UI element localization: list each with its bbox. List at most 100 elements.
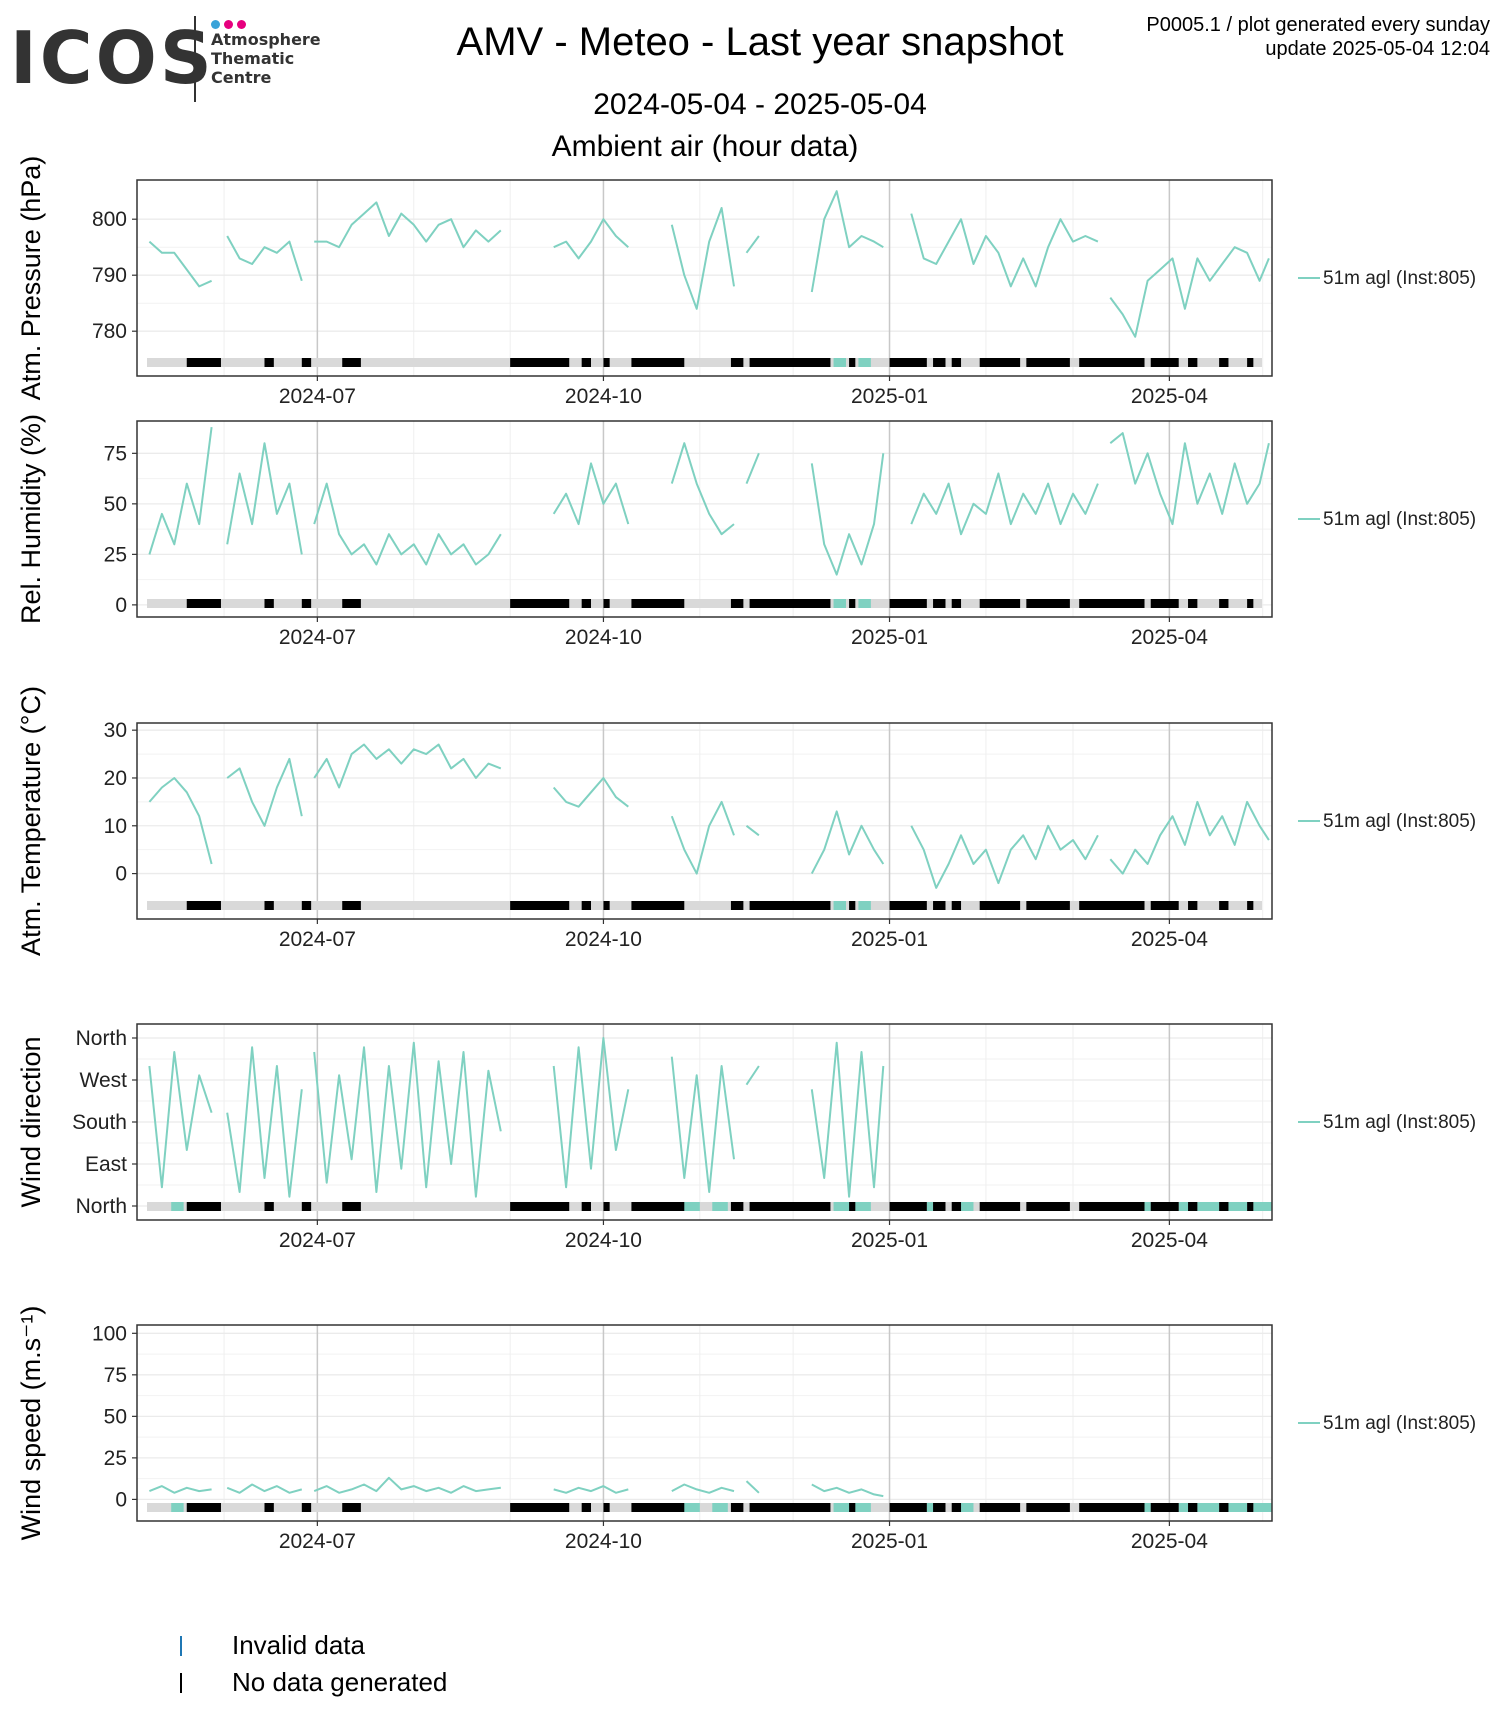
- date-range: 2024-05-04 - 2025-05-04: [593, 88, 927, 121]
- no-data-block: [730, 1503, 744, 1512]
- no-data-block: [1188, 358, 1198, 367]
- x-tick-label: 2024-10: [565, 928, 642, 951]
- y-tick-label: East: [85, 1153, 127, 1176]
- plot-frame: [136, 420, 1273, 618]
- availability-strip: [147, 901, 1262, 910]
- no-data-block: [1188, 1503, 1198, 1512]
- no-data-block: [510, 1503, 570, 1512]
- invalid-data-block: [961, 1503, 974, 1512]
- y-tick-label: 30: [104, 719, 127, 742]
- no-data-block: [889, 901, 927, 910]
- invalid-data-block: [1253, 1503, 1272, 1512]
- invalid-data-block: [1228, 1202, 1248, 1211]
- series-line: [745, 1065, 760, 1086]
- series-line: [226, 757, 303, 827]
- no-data-block: [581, 901, 591, 910]
- y-tick-label: 0: [115, 863, 127, 886]
- no-data-block: [1026, 901, 1070, 910]
- no-data-block: [849, 901, 856, 910]
- series-line: [148, 1051, 213, 1189]
- no-data-block: [1247, 901, 1254, 910]
- legend-label: 51m agl (Inst:805): [1323, 1112, 1476, 1133]
- no-data-block: [186, 358, 221, 367]
- no-data-block: [1188, 1202, 1198, 1211]
- y-axis-title: Atm. Pressure (hPa): [16, 156, 46, 401]
- x-tick-label: 2024-10: [565, 385, 642, 408]
- no-data-block: [889, 599, 927, 608]
- series-line: [910, 213, 1099, 288]
- no-data-block: [849, 358, 856, 367]
- no-data-block: [1079, 1202, 1145, 1211]
- invalid-data-block: [1178, 1202, 1189, 1211]
- no-data-block: [631, 1503, 685, 1512]
- no-data-block: [264, 1202, 274, 1211]
- x-tick-label: 2024-07: [279, 928, 356, 951]
- series-line: [745, 452, 760, 484]
- x-tick-label: 2025-04: [1131, 928, 1208, 951]
- series-line: [314, 201, 502, 249]
- chart-panel-4: North East South West North 2024-07 2024-10 202…: [16, 1023, 1476, 1252]
- no-data-block: [631, 1202, 685, 1211]
- x-tick-label: 2025-04: [1131, 385, 1208, 408]
- series-line: [810, 190, 884, 293]
- no-data-block: [849, 1503, 856, 1512]
- no-data-block: [1150, 1503, 1179, 1512]
- no-data-block: [1247, 599, 1254, 608]
- no-data-block: [1026, 599, 1070, 608]
- invalid-data-block: [1228, 1503, 1248, 1512]
- y-tick-label: 790: [92, 264, 127, 287]
- x-tick-label: 2025-01: [851, 928, 928, 951]
- legend-no-data-label: No data generated: [232, 1667, 448, 1697]
- no-data-block: [603, 1202, 610, 1211]
- series-line: [811, 1483, 884, 1498]
- no-data-block: [1219, 1503, 1229, 1512]
- series-line: [670, 800, 735, 875]
- no-data-block: [1150, 1202, 1179, 1211]
- series-line: [148, 240, 213, 288]
- x-tick-label: 2025-04: [1131, 626, 1208, 649]
- x-tick-label: 2024-10: [565, 626, 642, 649]
- series-line: [1109, 246, 1270, 338]
- logo-line-2: Thematic: [211, 49, 295, 68]
- no-data-block: [1219, 901, 1229, 910]
- x-tick-label: 2025-01: [851, 1530, 928, 1553]
- no-data-block: [1079, 1503, 1145, 1512]
- no-data-block: [264, 901, 274, 910]
- series-line: [552, 462, 630, 526]
- y-tick-label: 0: [115, 594, 127, 617]
- no-data-block: [1150, 358, 1179, 367]
- no-data-block: [264, 1503, 274, 1512]
- invalid-data-block: [858, 358, 871, 367]
- chart-panel-3: 0 10 20 30 2024-07 2024-10 2025-01 2025-04 Atm. …: [16, 686, 1476, 956]
- series-line: [810, 810, 885, 875]
- logo-dots: [211, 16, 250, 34]
- no-data-block: [603, 901, 610, 910]
- no-data-block: [631, 599, 685, 608]
- y-axis-title: Atm. Temperature (°C): [16, 686, 46, 956]
- y-tick-label: 75: [104, 1364, 127, 1387]
- series-line: [226, 235, 303, 282]
- y-tick-label: North: [76, 1195, 127, 1218]
- plot-info: P0005.1 / plot generated every sunday up…: [1146, 13, 1490, 61]
- no-data-block: [951, 358, 962, 367]
- icos-logo: ICOS Atmosphere Thematic Centre: [10, 14, 330, 104]
- no-data-block: [1150, 901, 1179, 910]
- invalid-data-block: [1253, 1202, 1272, 1211]
- invalid-data-block: [171, 1202, 184, 1211]
- no-data-block: [1079, 901, 1145, 910]
- no-data-block: [730, 599, 744, 608]
- update-timestamp: update 2025-05-04 12:04: [1265, 38, 1490, 60]
- x-tick-label: 2025-04: [1131, 1530, 1208, 1553]
- logo-divider: [194, 16, 196, 102]
- no-data-block: [301, 358, 312, 367]
- no-data-block: [186, 1503, 221, 1512]
- y-tick-label: North: [76, 1027, 127, 1050]
- no-data-block: [933, 901, 946, 910]
- legend-label: 51m agl (Inst:805): [1323, 1413, 1476, 1434]
- no-data-block: [603, 599, 610, 608]
- invalid-data-block: [858, 901, 871, 910]
- series-line: [745, 825, 760, 837]
- no-data-block: [889, 358, 927, 367]
- chart-panel-1: 780 790 800 2024-07 2024-10 2025-01 2025-04 Atm…: [16, 156, 1476, 408]
